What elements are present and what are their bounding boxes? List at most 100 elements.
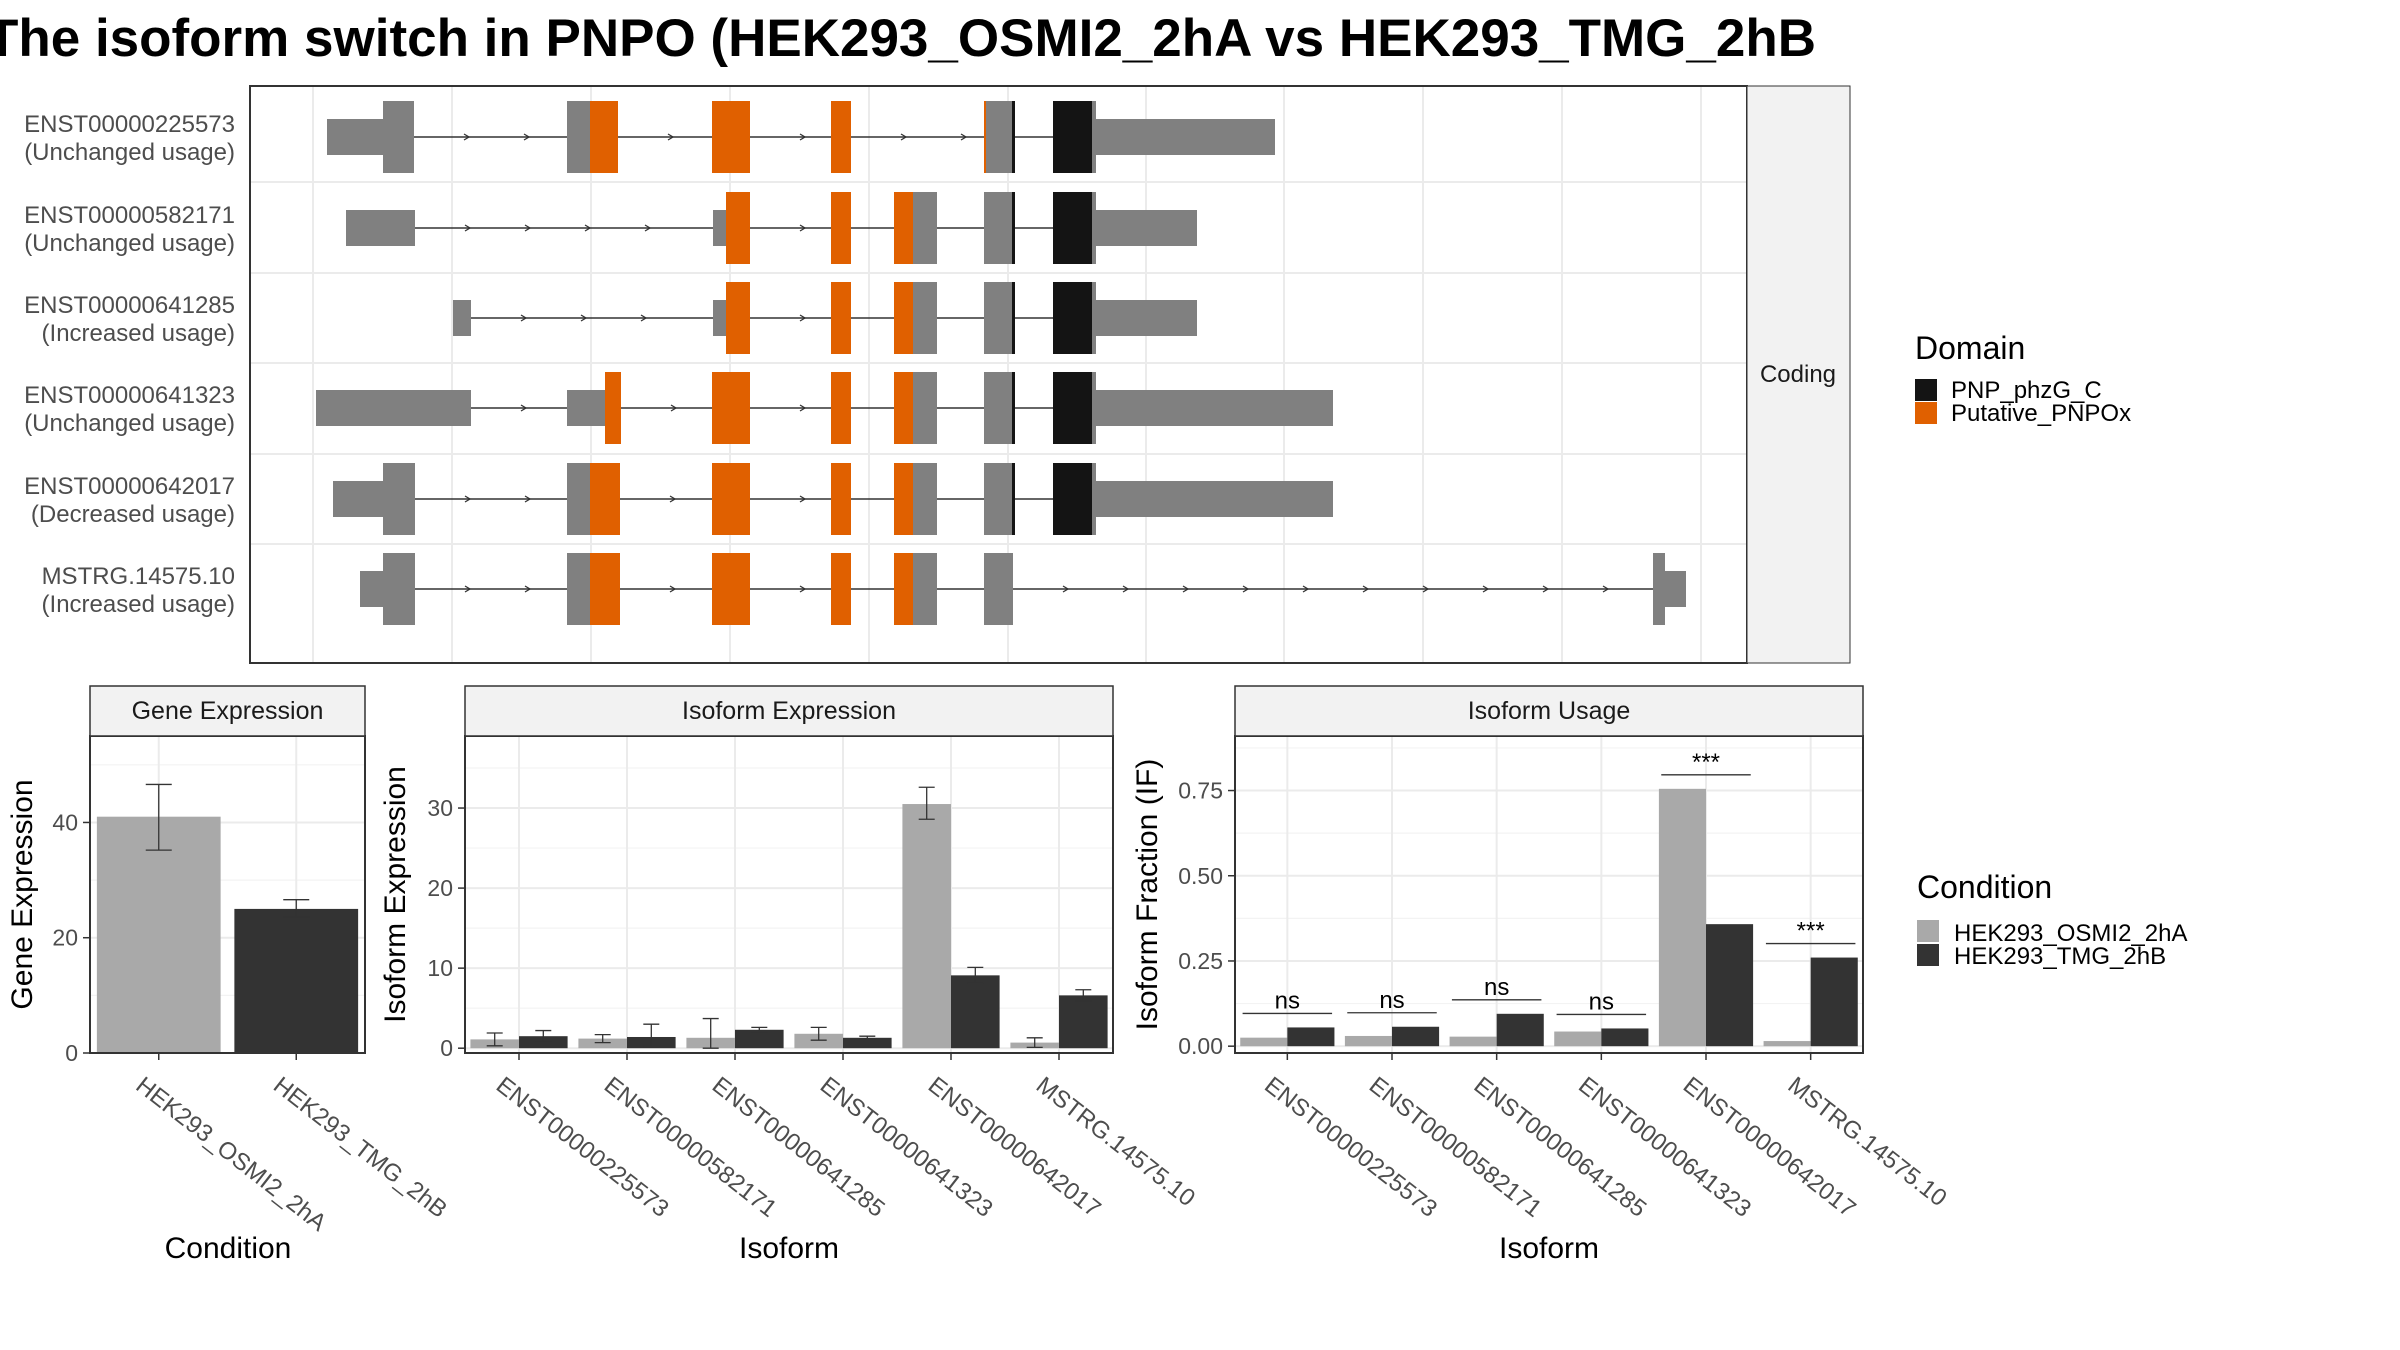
pnp-domain-exon	[1053, 372, 1092, 444]
figure-title: The isoform switch in PNPO (HEK293_OSMI2…	[0, 9, 1817, 68]
exon	[1096, 300, 1197, 336]
isoform-id-label: ENST00000641323	[24, 382, 235, 409]
y-tick-label: 20	[427, 875, 453, 901]
strand-arrow	[580, 314, 588, 322]
panel-title: Gene Expression	[132, 697, 324, 725]
exon	[984, 372, 1012, 444]
bar-HEK293_TMG_2hB	[234, 908, 359, 1053]
transcript-ENST00000642017	[333, 463, 1333, 535]
structure-gridlines	[250, 86, 1747, 663]
panel-title: Isoform Usage	[1468, 697, 1631, 725]
strand-arrow	[1302, 585, 1310, 593]
x-tick-label: ENST00000582171	[599, 1072, 782, 1223]
pnpox-domain-exon	[984, 101, 986, 173]
bar-MSTRG.14575.10-HEK293_TMG_2hB	[1810, 957, 1858, 1047]
transcript-MSTRG.14575.10	[360, 553, 1686, 625]
pnp-domain-exon	[1053, 192, 1092, 264]
pnpox-domain-exon	[831, 553, 851, 625]
isoform-usage-label: (Decreased usage)	[31, 501, 235, 528]
strand-arrow	[799, 224, 807, 232]
x-tick-label: ENST00000642017	[923, 1072, 1106, 1223]
strand-arrow	[520, 404, 528, 412]
isoform-usage-label: (Unchanged usage)	[24, 410, 235, 437]
y-axis-title: Gene Expression	[6, 779, 39, 1009]
strand-arrow	[799, 404, 807, 412]
strand-arrow	[669, 585, 677, 593]
bar-ENST00000582171-HEK293_OSMI2_2hA	[1344, 1035, 1392, 1047]
x-tick-label: ENST00000225573	[1259, 1072, 1442, 1223]
strand-arrow	[1182, 585, 1190, 593]
condition-legend-title: Condition	[1917, 869, 2052, 905]
bar-ENST00000641323-HEK293_OSMI2_2hA	[1554, 1031, 1602, 1047]
structure-row-labels: ENST00000225573(Unchanged usage)ENST0000…	[24, 111, 235, 618]
pnp-domain-exon	[1012, 463, 1015, 535]
pnpox-domain-exon	[831, 372, 851, 444]
pnpox-domain-exon	[712, 553, 750, 625]
strand-arrow	[464, 224, 472, 232]
significance-label: ns	[1379, 987, 1404, 1014]
x-tick-label: ENST00000225573	[491, 1072, 674, 1223]
domain-legend-title: Domain	[1915, 330, 2025, 366]
exon	[986, 101, 1012, 173]
x-tick-label: ENST00000641285	[707, 1072, 890, 1223]
exon	[333, 481, 383, 517]
domain-legend-label-pnpox: Putative_PNPOx	[1951, 400, 2131, 427]
isoform-usage-label: (Unchanged usage)	[24, 139, 235, 166]
y-axis-title: Isoform Expression	[379, 766, 412, 1023]
bar-MSTRG.14575.10-HEK293_TMG_2hB	[1059, 995, 1108, 1049]
exon	[383, 463, 415, 535]
pnpox-domain-exon	[831, 463, 851, 535]
exon	[1092, 372, 1096, 444]
bar-charts: Gene Expression02040HEK293_OSMI2_2hAHEK2…	[6, 685, 1952, 1265]
strand-arrow	[1062, 585, 1070, 593]
domain-legend: Domain PNP_phzG_C Putative_PNPOx	[1915, 330, 2131, 427]
strand-arrow	[799, 314, 807, 322]
exon	[984, 282, 1012, 354]
strand-arrow	[799, 585, 807, 593]
exon	[1665, 571, 1686, 607]
panel-strip	[464, 685, 1114, 737]
pnpox-domain-exon	[726, 192, 750, 264]
exon	[316, 390, 471, 426]
y-tick-label: 0.75	[1178, 778, 1223, 804]
strand-arrow	[1362, 585, 1370, 593]
structure-strip	[1746, 85, 1851, 664]
strand-arrow	[520, 314, 528, 322]
isoform-id-label: ENST00000642017	[24, 473, 235, 500]
x-axis-title: Isoform	[1499, 1232, 1599, 1265]
isoform-id-label: ENST00000225573	[24, 111, 235, 138]
domain-legend-key-pnpox	[1915, 402, 1937, 424]
bar-ENST00000642017-HEK293_TMG_2hB	[1706, 924, 1754, 1047]
isoform-usage-label: (Unchanged usage)	[24, 230, 235, 257]
exon	[1096, 210, 1197, 246]
exon	[1092, 463, 1096, 535]
isoform-id-label: MSTRG.14575.10	[42, 563, 235, 590]
pnp-domain-exon	[1053, 101, 1092, 173]
exon	[383, 553, 415, 625]
condition-legend-key-a	[1917, 920, 1939, 942]
bar-ENST00000641323-HEK293_OSMI2_2hA	[794, 1033, 843, 1049]
significance-label: ***	[1692, 749, 1720, 776]
exon	[713, 210, 726, 246]
pnpox-domain-exon	[831, 282, 851, 354]
y-axis-title: Isoform Fraction (IF)	[1131, 759, 1164, 1031]
x-tick-label: ENST00000641323	[815, 1072, 998, 1223]
y-tick-label: 10	[427, 955, 453, 981]
transcript-ENST00000582171	[346, 192, 1197, 264]
exon	[1092, 101, 1096, 173]
pnp-domain-exon	[1053, 282, 1092, 354]
pnpox-domain-exon	[894, 282, 913, 354]
pnp-domain-exon	[1012, 192, 1015, 264]
exon	[360, 571, 383, 607]
domain-legend-key-pnp	[1915, 379, 1937, 401]
strand-arrow	[799, 133, 807, 141]
strand-arrow	[670, 404, 678, 412]
bar-ENST00000225573-HEK293_OSMI2_2hA	[1240, 1037, 1288, 1047]
transcript-ENST00000641285	[453, 282, 1197, 354]
exon	[1096, 390, 1333, 426]
strand-arrow	[667, 133, 675, 141]
pnp-domain-exon	[1012, 101, 1015, 173]
exon	[913, 463, 937, 535]
bar-ENST00000225573-HEK293_TMG_2hB	[1287, 1027, 1335, 1047]
isoform-usage-label: (Increased usage)	[42, 320, 235, 347]
